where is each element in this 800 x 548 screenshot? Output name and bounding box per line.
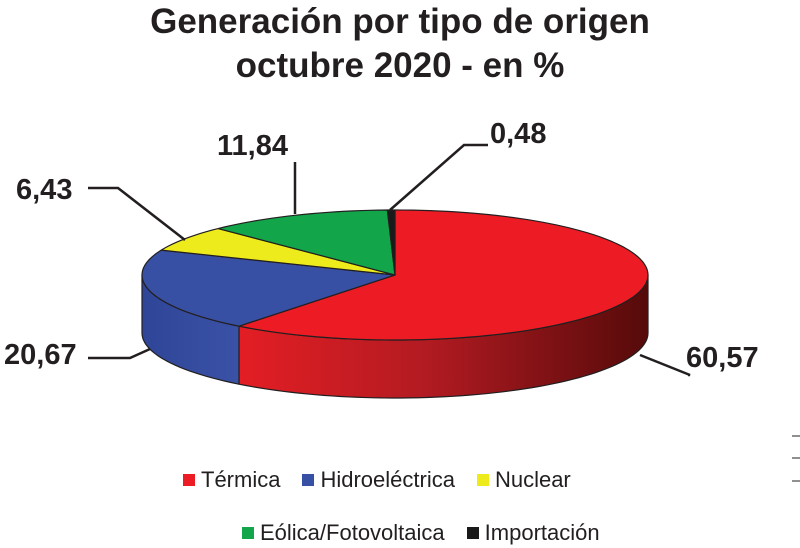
edge-dashes — [792, 435, 800, 482]
pie-slice-nuclear — [160, 227, 396, 276]
pie-slice-eolica — [217, 209, 396, 276]
legend-item-termica: Térmica — [183, 467, 280, 493]
legend-label: Hidroeléctrica — [320, 467, 455, 492]
pie-slice-termica — [238, 209, 649, 341]
legend-item-hidroelectrica: Hidroeléctrica — [302, 467, 455, 493]
legend-swatch — [466, 527, 479, 539]
legend-item-nuclear: Nuclear — [476, 467, 571, 493]
legend-label: Importación — [484, 520, 600, 545]
chart-subtitle: octubre 2020 - en % — [235, 46, 565, 85]
legend-row-2: Eólica/Fotovoltaica Importación — [242, 520, 622, 546]
leader-line-importacion — [389, 143, 488, 211]
chart-title: Generación por tipo de origen — [150, 2, 650, 41]
legend-label: Térmica — [201, 467, 281, 492]
leader-line-nuclear — [88, 186, 186, 241]
data-label-termica: 60,57 — [686, 342, 759, 374]
leader-line-hidroelectrica — [88, 347, 151, 360]
legend-label: Nuclear — [494, 467, 571, 492]
data-label-eolica: 11,84 — [217, 130, 288, 162]
legend-row-1: Térmica Hidroeléctrica Nuclear — [183, 467, 593, 493]
leader-line-termica — [639, 353, 691, 377]
legend-swatch — [183, 474, 195, 486]
pie-slice-hidroelectrica — [141, 249, 396, 327]
data-label-nuclear: 6,43 — [16, 174, 72, 206]
legend-label: Eólica/Fotovoltaica — [260, 520, 445, 545]
data-label-importacion: 0,48 — [490, 118, 546, 150]
legend-swatch — [242, 527, 254, 539]
legend-swatch — [476, 474, 489, 486]
legend-swatch — [302, 474, 315, 486]
legend-item-importacion: Importación — [466, 520, 600, 546]
legend-item-eolica: Eólica/Fotovoltaica — [242, 520, 445, 546]
data-label-hidroelectrica: 20,67 — [4, 339, 77, 371]
